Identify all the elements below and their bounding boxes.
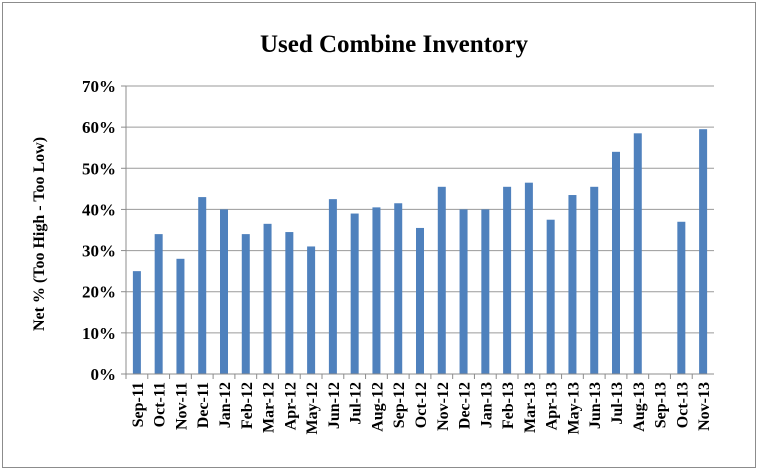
x-tick-label: Apr-12: [282, 382, 299, 430]
bar-jun-12: [328, 199, 337, 374]
x-tick-label: Oct-12: [413, 382, 430, 428]
bar-jan-12: [220, 209, 228, 374]
x-tick-label: Dec-11: [195, 382, 212, 428]
x-tick-label: Sep-13: [653, 382, 670, 428]
y-axis-ticks: 0% 10% 20% 30% 40% 50% 60% 70%: [82, 77, 126, 384]
y-tick-label: 50%: [82, 159, 116, 178]
x-axis-ticks: Sep-11 Oct-11 Nov-11 Dec-11 Jan-12 Feb-12 Mar-…: [125, 374, 713, 434]
x-tick-label: May-12: [304, 382, 321, 434]
y-tick-label: 0%: [91, 365, 117, 384]
x-tick-label: May-13: [565, 382, 582, 434]
bar-apr-12: [285, 232, 294, 374]
x-tick-label: Mar-13: [522, 382, 539, 433]
bar-nov-12: [437, 186, 446, 374]
bar-aug-13: [633, 133, 642, 374]
bars: [132, 129, 708, 374]
x-tick-label: Dec-12: [457, 382, 474, 429]
x-tick-label: Jun-13: [587, 382, 604, 429]
bar-sep-11: [132, 271, 141, 374]
bar-aug-12: [372, 207, 381, 374]
bar-oct-11: [154, 234, 163, 374]
bar-may-13: [568, 195, 577, 374]
x-tick-label: Aug-13: [631, 382, 648, 432]
y-tick-label: 10%: [82, 324, 116, 343]
bar-oct-12: [416, 227, 424, 374]
bar-feb-12: [241, 234, 250, 374]
x-tick-label: Apr-13: [544, 382, 561, 430]
bar-dec-11: [198, 197, 207, 374]
bar-nov-13: [699, 129, 708, 374]
bar-sep-12: [394, 203, 403, 374]
y-tick-label: 40%: [82, 200, 116, 219]
bar-nov-11: [176, 258, 185, 374]
bar-apr-13: [546, 219, 555, 374]
bar-jul-13: [612, 151, 620, 374]
x-tick-label: Feb-13: [500, 382, 517, 429]
y-tick-label: 70%: [82, 77, 116, 96]
bar-jan-13: [481, 209, 490, 374]
x-tick-label: Oct-13: [674, 382, 691, 428]
x-tick-label: Jan-13: [478, 382, 495, 428]
x-tick-label: Jan-12: [217, 382, 234, 428]
bar-mar-12: [263, 223, 272, 374]
x-tick-label: Mar-12: [261, 382, 278, 433]
bar-dec-12: [459, 209, 468, 374]
bar-mar-13: [524, 182, 533, 374]
y-axis-label: Net % (Too High - Too Low): [31, 137, 48, 331]
y-tick-label: 30%: [82, 242, 116, 261]
y-tick-label: 60%: [82, 118, 116, 137]
bar-jul-12: [350, 213, 359, 374]
x-tick-label: Nov-12: [435, 382, 452, 431]
bar-oct-13: [677, 221, 686, 374]
x-tick-label: Nov-13: [696, 382, 713, 431]
bar-may-12: [307, 246, 316, 374]
x-tick-label: Sep-12: [391, 382, 408, 428]
bar-jun-13: [590, 186, 599, 374]
bar-feb-13: [503, 186, 512, 374]
x-tick-label: Jul-12: [348, 382, 365, 425]
chart-title: Used Combine Inventory: [260, 31, 529, 58]
x-tick-label: Aug-12: [369, 382, 386, 432]
x-tick-label: Oct-11: [152, 382, 169, 427]
y-tick-label: 20%: [82, 283, 116, 302]
x-tick-label: Sep-11: [130, 382, 147, 427]
x-tick-label: Jun-12: [326, 382, 343, 429]
x-tick-label: Jul-13: [609, 382, 626, 425]
x-tick-label: Nov-11: [173, 382, 190, 430]
x-tick-label: Feb-12: [239, 382, 256, 429]
